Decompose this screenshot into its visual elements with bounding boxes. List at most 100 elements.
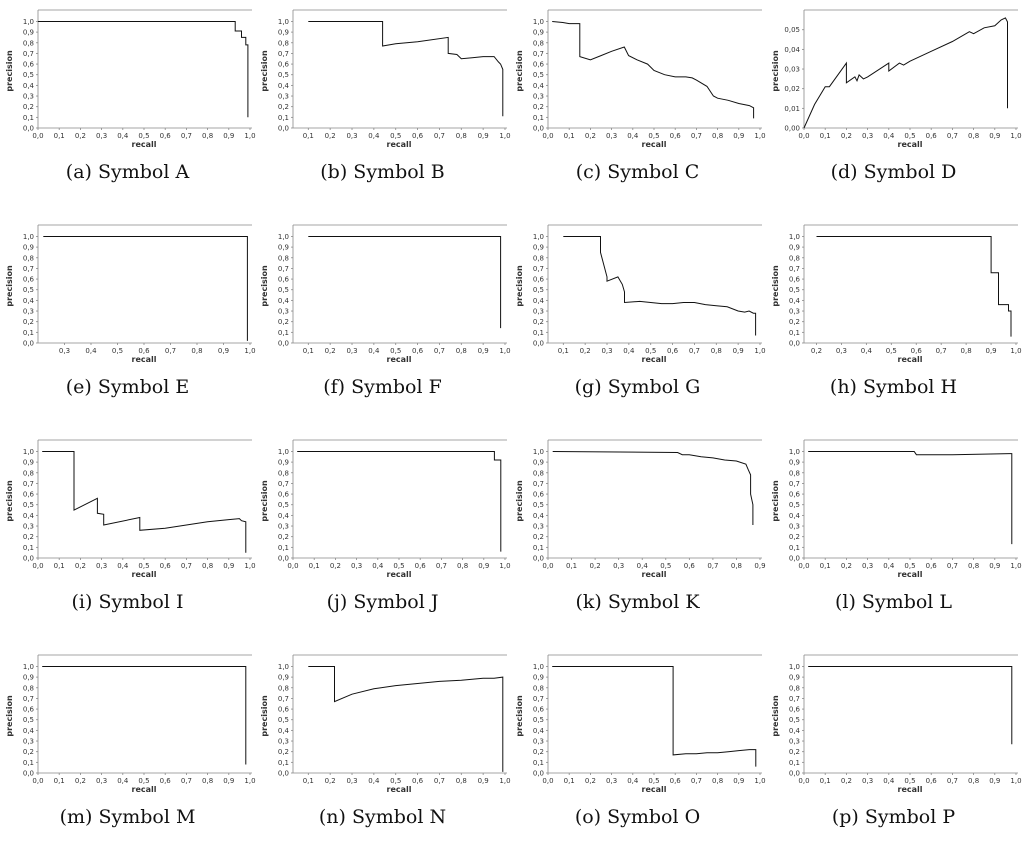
caption-text: Symbol F: [351, 376, 442, 398]
axes-frame: [292, 9, 507, 129]
y-tick-label: 0,2: [533, 748, 544, 756]
x-axis-title: recall: [132, 570, 157, 579]
y-tick-label: 0,6: [789, 706, 801, 714]
x-tick-label: 0,7: [936, 347, 947, 355]
y-axis-title: precision: [771, 480, 780, 522]
caption-text: Symbol P: [864, 806, 956, 828]
x-tick-label: 0,0: [32, 777, 43, 785]
y-tick-label: 1,0: [278, 233, 289, 241]
y-tick-label: 0,5: [278, 501, 289, 509]
y-tick-label: 0,2: [278, 318, 289, 326]
caption-label: (o): [574, 806, 602, 828]
series-line: [808, 451, 1013, 545]
axes-frame: [37, 439, 252, 559]
x-axis-title: recall: [898, 140, 923, 149]
chart-panel-h: 0,0 0,1 0,2 0,3 0,4 0,5 0,6 0,7 0,8 0,9 1,0 0,2 0,3 0…: [766, 215, 1022, 428]
y-tick-label: 0,9: [789, 244, 800, 252]
y-tick-label: 0,5: [789, 501, 800, 509]
x-tick-label: 0,8: [711, 347, 722, 355]
caption-label: (i): [71, 591, 93, 613]
y-axis-title: precision: [771, 50, 780, 92]
x-tick-label: 0,5: [390, 777, 401, 785]
series-line: [297, 451, 502, 552]
y-tick-label: 0,8: [533, 469, 544, 477]
y-tick-label: 0,5: [533, 716, 544, 724]
y-tick-label: 0,6: [533, 491, 545, 499]
y-tick-label: 0,1: [278, 759, 289, 767]
caption-text: Symbol G: [607, 376, 701, 398]
chart-panel-n: 0,0 0,1 0,2 0,3 0,4 0,5 0,6 0,7 0,8 0,9 1,0 0,1 0,2 0…: [255, 645, 511, 858]
chart-panel-l: 0,0 0,1 0,2 0,3 0,4 0,5 0,6 0,7 0,8 0,9 1,0 0,0 0,1 0…: [766, 430, 1022, 643]
y-tick-label: 0,4: [789, 512, 801, 520]
subfigure-caption: (j) Symbol J: [255, 591, 510, 613]
x-tick-label: 0,3: [836, 347, 847, 355]
caption-label: (e): [65, 376, 92, 398]
y-tick-label: 0,1: [23, 544, 34, 552]
y-tick-label: 0,0: [23, 555, 34, 563]
x-tick-label: 0,8: [457, 562, 468, 570]
y-tick-label: 0,3: [278, 523, 289, 531]
y-tick-label: 0,9: [278, 674, 289, 682]
y-tick-label: 1,0: [789, 233, 800, 241]
y-tick-label: 0,4: [23, 512, 35, 520]
y-tick-label: 0,3: [278, 308, 289, 316]
y-axis-title: precision: [515, 480, 524, 522]
x-tick-label: 0,9: [754, 562, 765, 570]
y-tick-label: 0,0: [533, 340, 544, 348]
x-tick-label: 0,6: [160, 562, 172, 570]
caption-label: (k): [575, 591, 602, 613]
y-tick-label: 0,4: [789, 297, 801, 305]
x-tick-label: 0,4: [883, 132, 895, 140]
x-tick-label: 0,9: [989, 132, 1000, 140]
x-tick-label: 0,2: [75, 132, 86, 140]
x-tick-label: 0,1: [303, 132, 314, 140]
y-tick-label: 0,8: [789, 684, 800, 692]
x-tick-label: 0,4: [637, 562, 649, 570]
x-axis-title: recall: [132, 140, 157, 149]
series-line: [563, 236, 757, 336]
y-tick-label: 0,9: [533, 244, 544, 252]
x-tick-label: 0,1: [564, 132, 575, 140]
subfigure-caption: (c) Symbol C: [510, 161, 765, 183]
chart-svg: 0,0 0,1 0,2 0,3 0,4 0,5 0,6 0,7 0,8 0,9 1,0 0,0 0,1 0…: [771, 654, 1022, 794]
y-tick-label: 0,9: [533, 674, 544, 682]
x-tick-label: 0,5: [904, 777, 915, 785]
y-tick-label: 0,7: [533, 50, 544, 58]
x-tick-label: 0,1: [820, 562, 831, 570]
series-line: [552, 451, 754, 525]
y-tick-label: 0,8: [533, 39, 544, 47]
y-tick-label: 0,1: [533, 114, 544, 122]
y-tick-label: 0,6: [23, 491, 35, 499]
x-tick-label: 0,8: [191, 347, 202, 355]
x-tick-label: 1,0: [499, 562, 510, 570]
y-tick-label: 0,5: [789, 716, 800, 724]
y-tick-label: 0,8: [533, 684, 544, 692]
x-tick-label: 0,3: [862, 562, 873, 570]
y-tick-label: 0,3: [789, 738, 800, 746]
x-tick-label: 1,0: [1010, 132, 1021, 140]
x-tick-label: 0,8: [968, 562, 979, 570]
axes-frame: [803, 654, 1018, 774]
x-tick-label: 0,8: [712, 132, 723, 140]
y-tick-label: 0,3: [533, 523, 544, 531]
x-tick-label: 0,7: [689, 347, 700, 355]
y-tick-label: 0,5: [278, 286, 289, 294]
caption-label: (c): [575, 161, 602, 183]
x-tick-label: 0,8: [202, 562, 213, 570]
y-tick-label: 0,2: [278, 103, 289, 111]
chart-svg: 0,0 0,1 0,2 0,3 0,4 0,5 0,6 0,7 0,8 0,9 1,0 0,1 0,2 0…: [260, 654, 511, 794]
x-tick-label: 0,5: [138, 562, 149, 570]
y-tick-label: 0,0: [278, 555, 289, 563]
caption-text: Symbol E: [97, 376, 190, 398]
x-tick-label: 0,4: [623, 347, 635, 355]
y-tick-label: 0,5: [23, 71, 34, 79]
y-tick-label: 0,2: [533, 318, 544, 326]
subfigure-caption: (p) Symbol P: [766, 806, 1021, 828]
y-tick-label: 1,0: [23, 448, 34, 456]
caption-label: (j): [326, 591, 348, 613]
x-tick-label: 0,8: [202, 132, 213, 140]
y-tick-label: 0,00: [784, 125, 800, 133]
x-tick-label: 0,7: [436, 562, 447, 570]
x-tick-label: 0,0: [542, 777, 553, 785]
x-tick-label: 0,0: [542, 562, 553, 570]
